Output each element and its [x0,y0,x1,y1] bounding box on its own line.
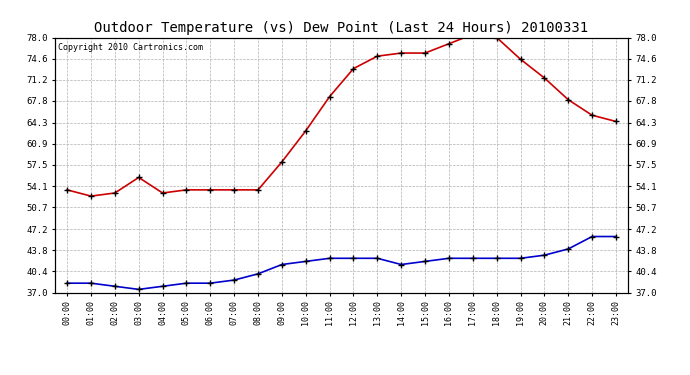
Text: Copyright 2010 Cartronics.com: Copyright 2010 Cartronics.com [58,43,203,52]
Title: Outdoor Temperature (vs) Dew Point (Last 24 Hours) 20100331: Outdoor Temperature (vs) Dew Point (Last… [95,21,589,35]
